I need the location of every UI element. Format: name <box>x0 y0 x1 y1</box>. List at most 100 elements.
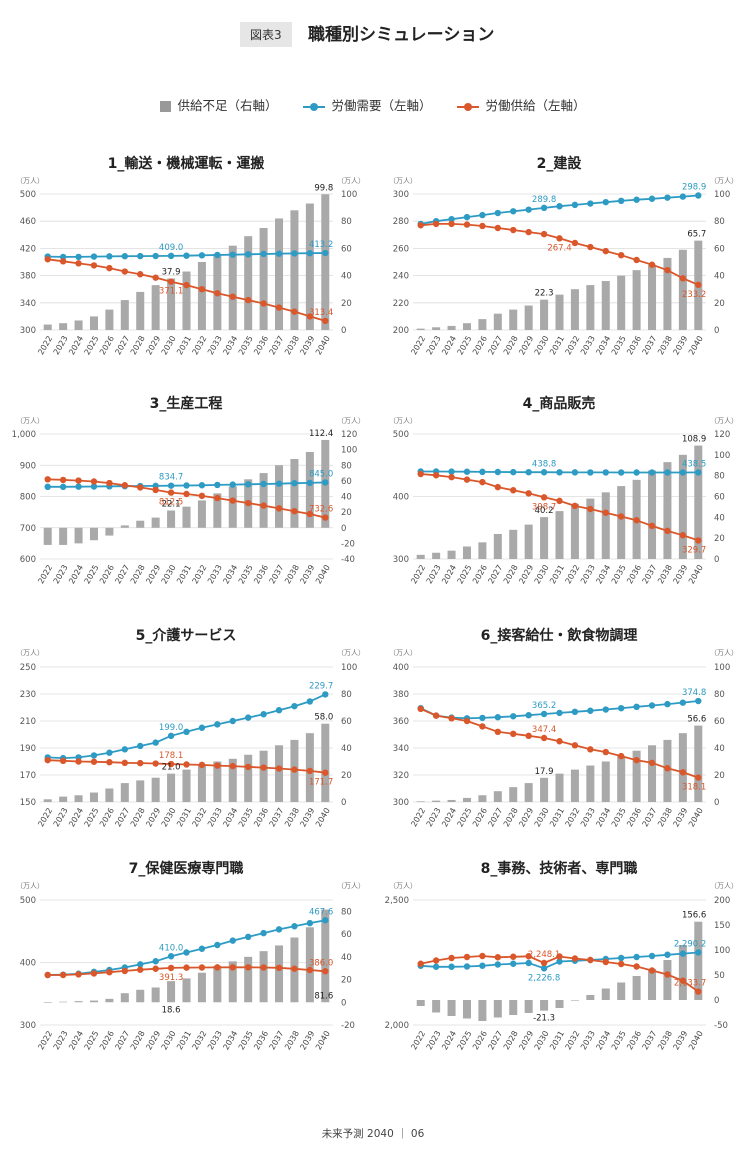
left-axis-unit: （万人） <box>16 417 44 425</box>
point-demand <box>198 945 206 952</box>
bar-shortage <box>120 525 129 528</box>
x-tick-label: 2032 <box>564 334 582 356</box>
x-tick-label: 2034 <box>594 563 612 585</box>
point-demand <box>556 709 563 717</box>
point-supply <box>602 958 609 966</box>
bar-shortage <box>663 960 672 1000</box>
bar-shortage <box>136 520 145 528</box>
point-supply <box>479 723 486 730</box>
data-label: 81.6 <box>314 991 333 1001</box>
x-tick-label: 2040 <box>687 1029 705 1051</box>
bar-shortage <box>43 1002 52 1003</box>
bar-shortage <box>555 773 564 802</box>
line-demand <box>420 194 699 225</box>
point-supply <box>106 758 113 766</box>
x-tick-label: 2038 <box>656 563 674 585</box>
point-demand <box>571 708 579 716</box>
point-supply <box>244 499 252 507</box>
right-axis-unit: （万人） <box>710 882 738 890</box>
left-tick-label: 220 <box>393 299 409 309</box>
bar-shortage <box>275 465 284 528</box>
point-demand <box>306 698 314 705</box>
bar-shortage <box>151 517 160 528</box>
point-demand <box>183 728 190 735</box>
data-label: 398.7 <box>532 502 556 512</box>
bar-shortage <box>493 1000 502 1018</box>
point-demand <box>137 252 144 260</box>
point-supply <box>152 760 159 767</box>
right-axis-unit: （万人） <box>337 417 365 425</box>
x-tick-label: 2026 <box>471 334 489 356</box>
point-supply <box>75 971 82 978</box>
point-supply <box>183 761 190 768</box>
data-label: 112.4 <box>309 429 333 439</box>
point-demand <box>479 714 486 722</box>
x-tick-label: 2034 <box>594 334 612 356</box>
bar-shortage <box>694 445 703 559</box>
bar-shortage <box>74 1001 83 1003</box>
x-tick-label: 2035 <box>237 334 255 356</box>
bar-shortage <box>447 325 456 330</box>
point-demand <box>121 746 129 753</box>
point-supply <box>648 261 656 268</box>
data-label: 2,226.8 <box>528 973 560 983</box>
x-tick-label: 2030 <box>533 1029 551 1051</box>
x-tick-label: 2024 <box>440 563 458 585</box>
point-demand <box>510 960 517 967</box>
point-supply <box>291 965 298 972</box>
point-supply <box>291 766 298 773</box>
bar-shortage <box>89 792 98 802</box>
x-tick-label: 2022 <box>409 563 427 585</box>
data-label: 845.0 <box>309 469 333 479</box>
point-supply <box>322 968 329 975</box>
bar-shortage <box>617 756 626 802</box>
bar-shortage <box>447 550 456 559</box>
bar-shortage <box>59 796 68 802</box>
point-demand <box>448 215 455 223</box>
right-tick-label: 40 <box>341 744 352 754</box>
left-tick-label: 400 <box>393 663 409 673</box>
x-tick-label: 2022 <box>409 806 427 828</box>
right-tick-label: 100 <box>714 451 730 461</box>
point-demand <box>617 954 625 962</box>
point-demand <box>260 250 267 258</box>
point-supply <box>214 762 221 769</box>
point-supply <box>260 964 267 971</box>
point-supply <box>494 224 502 232</box>
x-tick-label: 2035 <box>237 806 255 828</box>
data-label: 156.6 <box>682 911 706 921</box>
x-tick-label: 2039 <box>671 334 689 356</box>
point-supply <box>44 756 51 764</box>
point-supply <box>448 715 455 722</box>
x-tick-label: 2038 <box>656 806 674 828</box>
point-supply <box>432 712 440 719</box>
point-demand <box>229 481 236 488</box>
point-demand <box>617 197 625 204</box>
bar-shortage <box>228 245 237 330</box>
data-label: 178.1 <box>159 751 183 761</box>
x-tick-label: 2028 <box>129 1029 147 1051</box>
bar-shortage <box>259 951 268 1003</box>
bar-shortage <box>197 764 206 802</box>
point-supply <box>679 769 687 776</box>
data-label: 65.7 <box>687 230 706 240</box>
point-supply <box>152 965 159 972</box>
point-demand <box>244 714 252 721</box>
bar-shortage <box>678 945 687 1000</box>
bar-shortage <box>120 993 129 1003</box>
point-demand <box>322 917 329 924</box>
x-tick-label: 2033 <box>579 806 597 828</box>
x-tick-label: 2034 <box>221 563 239 585</box>
point-demand <box>510 208 517 215</box>
bar-shortage <box>120 783 129 802</box>
data-label: 365.2 <box>532 701 556 711</box>
point-demand <box>152 252 159 260</box>
bar-shortage <box>462 1000 471 1019</box>
point-demand <box>587 707 594 714</box>
point-demand <box>617 704 625 712</box>
legend-label: 労働需要（左軸） <box>331 98 432 113</box>
left-tick-label: 800 <box>20 493 36 503</box>
bar-shortage <box>305 451 314 528</box>
left-tick-label: 320 <box>393 771 409 781</box>
point-supply <box>137 759 144 767</box>
